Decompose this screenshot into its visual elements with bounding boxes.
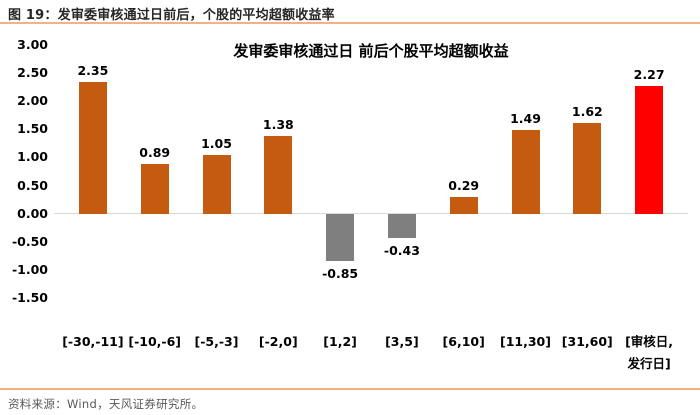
y-tick-label: 3.00 <box>17 37 48 52</box>
bar-value-label: 0.29 <box>448 178 480 194</box>
x-axis: [-30,-11] [-10,-6] [-5,-3] [-2,0] [1,2] [3,5]… <box>62 331 680 375</box>
bar-value-label: 2.27 <box>633 67 665 83</box>
x-category-label: [1,2] <box>323 334 357 349</box>
x-category-label: [6,10] <box>442 334 485 349</box>
y-tick-label: 0.50 <box>17 177 48 193</box>
y-tick-label: 1.00 <box>17 149 48 165</box>
x-category-label: [-2,0] <box>258 334 298 349</box>
bar-[31,60] <box>573 122 602 214</box>
y-tick-label: 2.50 <box>17 65 48 81</box>
x-category-label: [31,60] <box>561 334 613 349</box>
y-tick-label: -0.50 <box>11 233 48 249</box>
y-tick-label: -1.50 <box>11 290 48 305</box>
bar-[审核日,发行日] <box>635 86 664 214</box>
bar-value-label: 1.05 <box>201 135 232 151</box>
y-tick-label: -1.00 <box>11 261 48 277</box>
source-note: 资料来源：Wind，天风证券研究所。 <box>8 397 204 411</box>
x-category-label: [-30,-11] <box>62 334 124 349</box>
y-tick-label: 2.00 <box>17 93 48 109</box>
bar-value-label: 1.38 <box>262 117 294 133</box>
y-axis: 3.00 2.50 2.00 1.50 1.00 0.50 0.00 -0.50 -1.00 -1… <box>0 37 54 305</box>
x-category-label: [-10,-6] <box>128 334 182 349</box>
chart-title: 发审委审核通过日 前后个股平均超额收益 <box>233 42 509 60</box>
bar-[11,30] <box>511 129 540 214</box>
x-category-label: [-5,-3] <box>194 334 239 349</box>
bar-[-30,-11] <box>78 81 107 214</box>
figure-caption: 图 19：发审委审核通过日前后，个股的平均超额收益率 <box>8 8 335 23</box>
bar-value-label: 1.49 <box>510 110 541 126</box>
bar-value-label: -0.43 <box>383 242 420 258</box>
x-category-label: [3,5] <box>385 334 419 349</box>
y-tick-label: 1.50 <box>17 121 48 137</box>
bar-value-label: 0.89 <box>139 144 171 160</box>
bar-[6,10] <box>449 197 478 214</box>
footer-divider <box>0 388 700 390</box>
x-category-label: [审核日, 发行日] <box>625 334 674 371</box>
bar-[-2,0] <box>264 136 293 214</box>
bar-value-label: 1.62 <box>571 103 603 119</box>
bar-[-5,-3] <box>202 154 231 214</box>
x-category-label: [11,30] <box>499 334 551 349</box>
bar-value-label: 2.35 <box>77 62 109 78</box>
y-tick-label: 0.00 <box>17 205 48 221</box>
bar-[1,2] <box>326 213 355 262</box>
header-divider <box>0 22 700 24</box>
bar-[3,5] <box>387 213 416 238</box>
plot-area: 2.35 0.89 1.05 1.38 -0.85 -0.43 0.29 1.49 1.62 2.… <box>54 45 688 298</box>
zero-gridline <box>54 212 688 215</box>
bar-value-label: -0.85 <box>322 266 359 282</box>
bar-[-10,-6] <box>140 163 169 214</box>
